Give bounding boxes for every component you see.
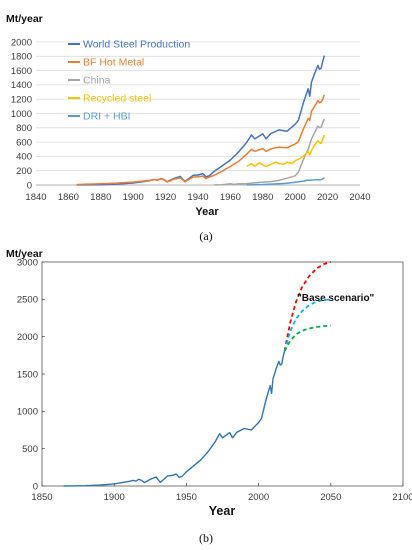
y-tick-label: 200	[16, 166, 32, 177]
x-tick-label: 1900	[104, 492, 125, 503]
x-tick-labels: 1840 1860 1880 1900 1920 1940 1960 1980 2000 2020…	[25, 192, 370, 203]
y-tick-label: 1500	[17, 369, 38, 380]
x-tick-label: 2040	[349, 192, 370, 203]
scenario-line-3	[283, 324, 331, 352]
y-tick-label: 1000	[17, 407, 38, 418]
y-tick-label: 0	[33, 481, 38, 492]
legend-label: China	[83, 75, 111, 87]
x-tick-label: 1840	[25, 192, 46, 203]
y-tick-label: 1400	[11, 80, 32, 91]
x-tick-label: 1880	[90, 192, 111, 203]
y-tick-labels: 0 200 400 600 800 1000 1200 1400 1600 1800 2000	[11, 37, 32, 191]
y-tick-label: 0	[27, 180, 32, 191]
x-tick-label: 2020	[317, 192, 338, 203]
legend-label: BF Hot Metal	[83, 57, 144, 69]
caption: (a)	[199, 229, 212, 243]
series-line-china	[214, 118, 326, 186]
y-tick-label: 600	[16, 137, 32, 148]
y-tick-label: 1000	[11, 109, 32, 120]
x-tick-label: 1850	[31, 492, 52, 503]
x-tick-label: 1960	[220, 192, 241, 203]
y-tick-label: 500	[22, 444, 38, 455]
chart-a: Mt/year 0 200 400 600 800 1000 1200 1400 1600 180…	[6, 13, 371, 243]
annotation: "Base scenario"	[297, 293, 375, 304]
scenario-line-2	[283, 298, 331, 352]
legend: World Steel Production BF Hot Metal China R…	[68, 39, 190, 123]
caption: (b)	[199, 531, 213, 545]
scenario-line-1	[283, 261, 332, 352]
x-tick-label: 1980	[252, 192, 273, 203]
x-tick-label: 1940	[187, 192, 208, 203]
legend-label: World Steel Production	[83, 39, 190, 51]
y-tick-label: 800	[16, 123, 32, 134]
y-tick-label: 1600	[11, 66, 32, 77]
y-tick-label: 2000	[17, 332, 38, 343]
history-line-0	[63, 350, 286, 487]
x-tick-label: 2100	[392, 492, 412, 503]
x-tick-label: 1860	[58, 192, 79, 203]
ylabel: Mt/year	[6, 13, 43, 25]
x-tick-label: 2050	[320, 492, 341, 503]
y-tick-label: 1200	[11, 95, 32, 106]
legend-label: Recycled steel	[83, 93, 151, 105]
y-tick-label: 2000	[11, 37, 32, 48]
x-tick-label: 1920	[155, 192, 176, 203]
x-tick-label: 1950	[176, 492, 197, 503]
series-lines	[76, 55, 326, 186]
x-tick-label: 2000	[285, 192, 306, 203]
xlabel: Year	[209, 504, 236, 518]
y-tick-label: 400	[16, 152, 32, 163]
series-lines	[63, 261, 332, 487]
x-tick-label: 2000	[248, 492, 269, 503]
x-tick-label: 1900	[123, 192, 144, 203]
x-tick-labels: 1850 1900 1950 2000 2050 2100	[31, 483, 412, 503]
plot-frame	[41, 261, 404, 487]
series-line-recycled-steel	[246, 134, 326, 168]
grid	[36, 41, 360, 186]
xlabel: Year	[195, 206, 219, 218]
y-tick-label: 1800	[11, 52, 32, 63]
y-tick-label: 2500	[17, 295, 38, 306]
series-line-dri-hbi	[246, 177, 325, 186]
series-line-bf-hot-metal	[76, 94, 326, 186]
legend-label: DRI + HBI	[83, 111, 131, 123]
